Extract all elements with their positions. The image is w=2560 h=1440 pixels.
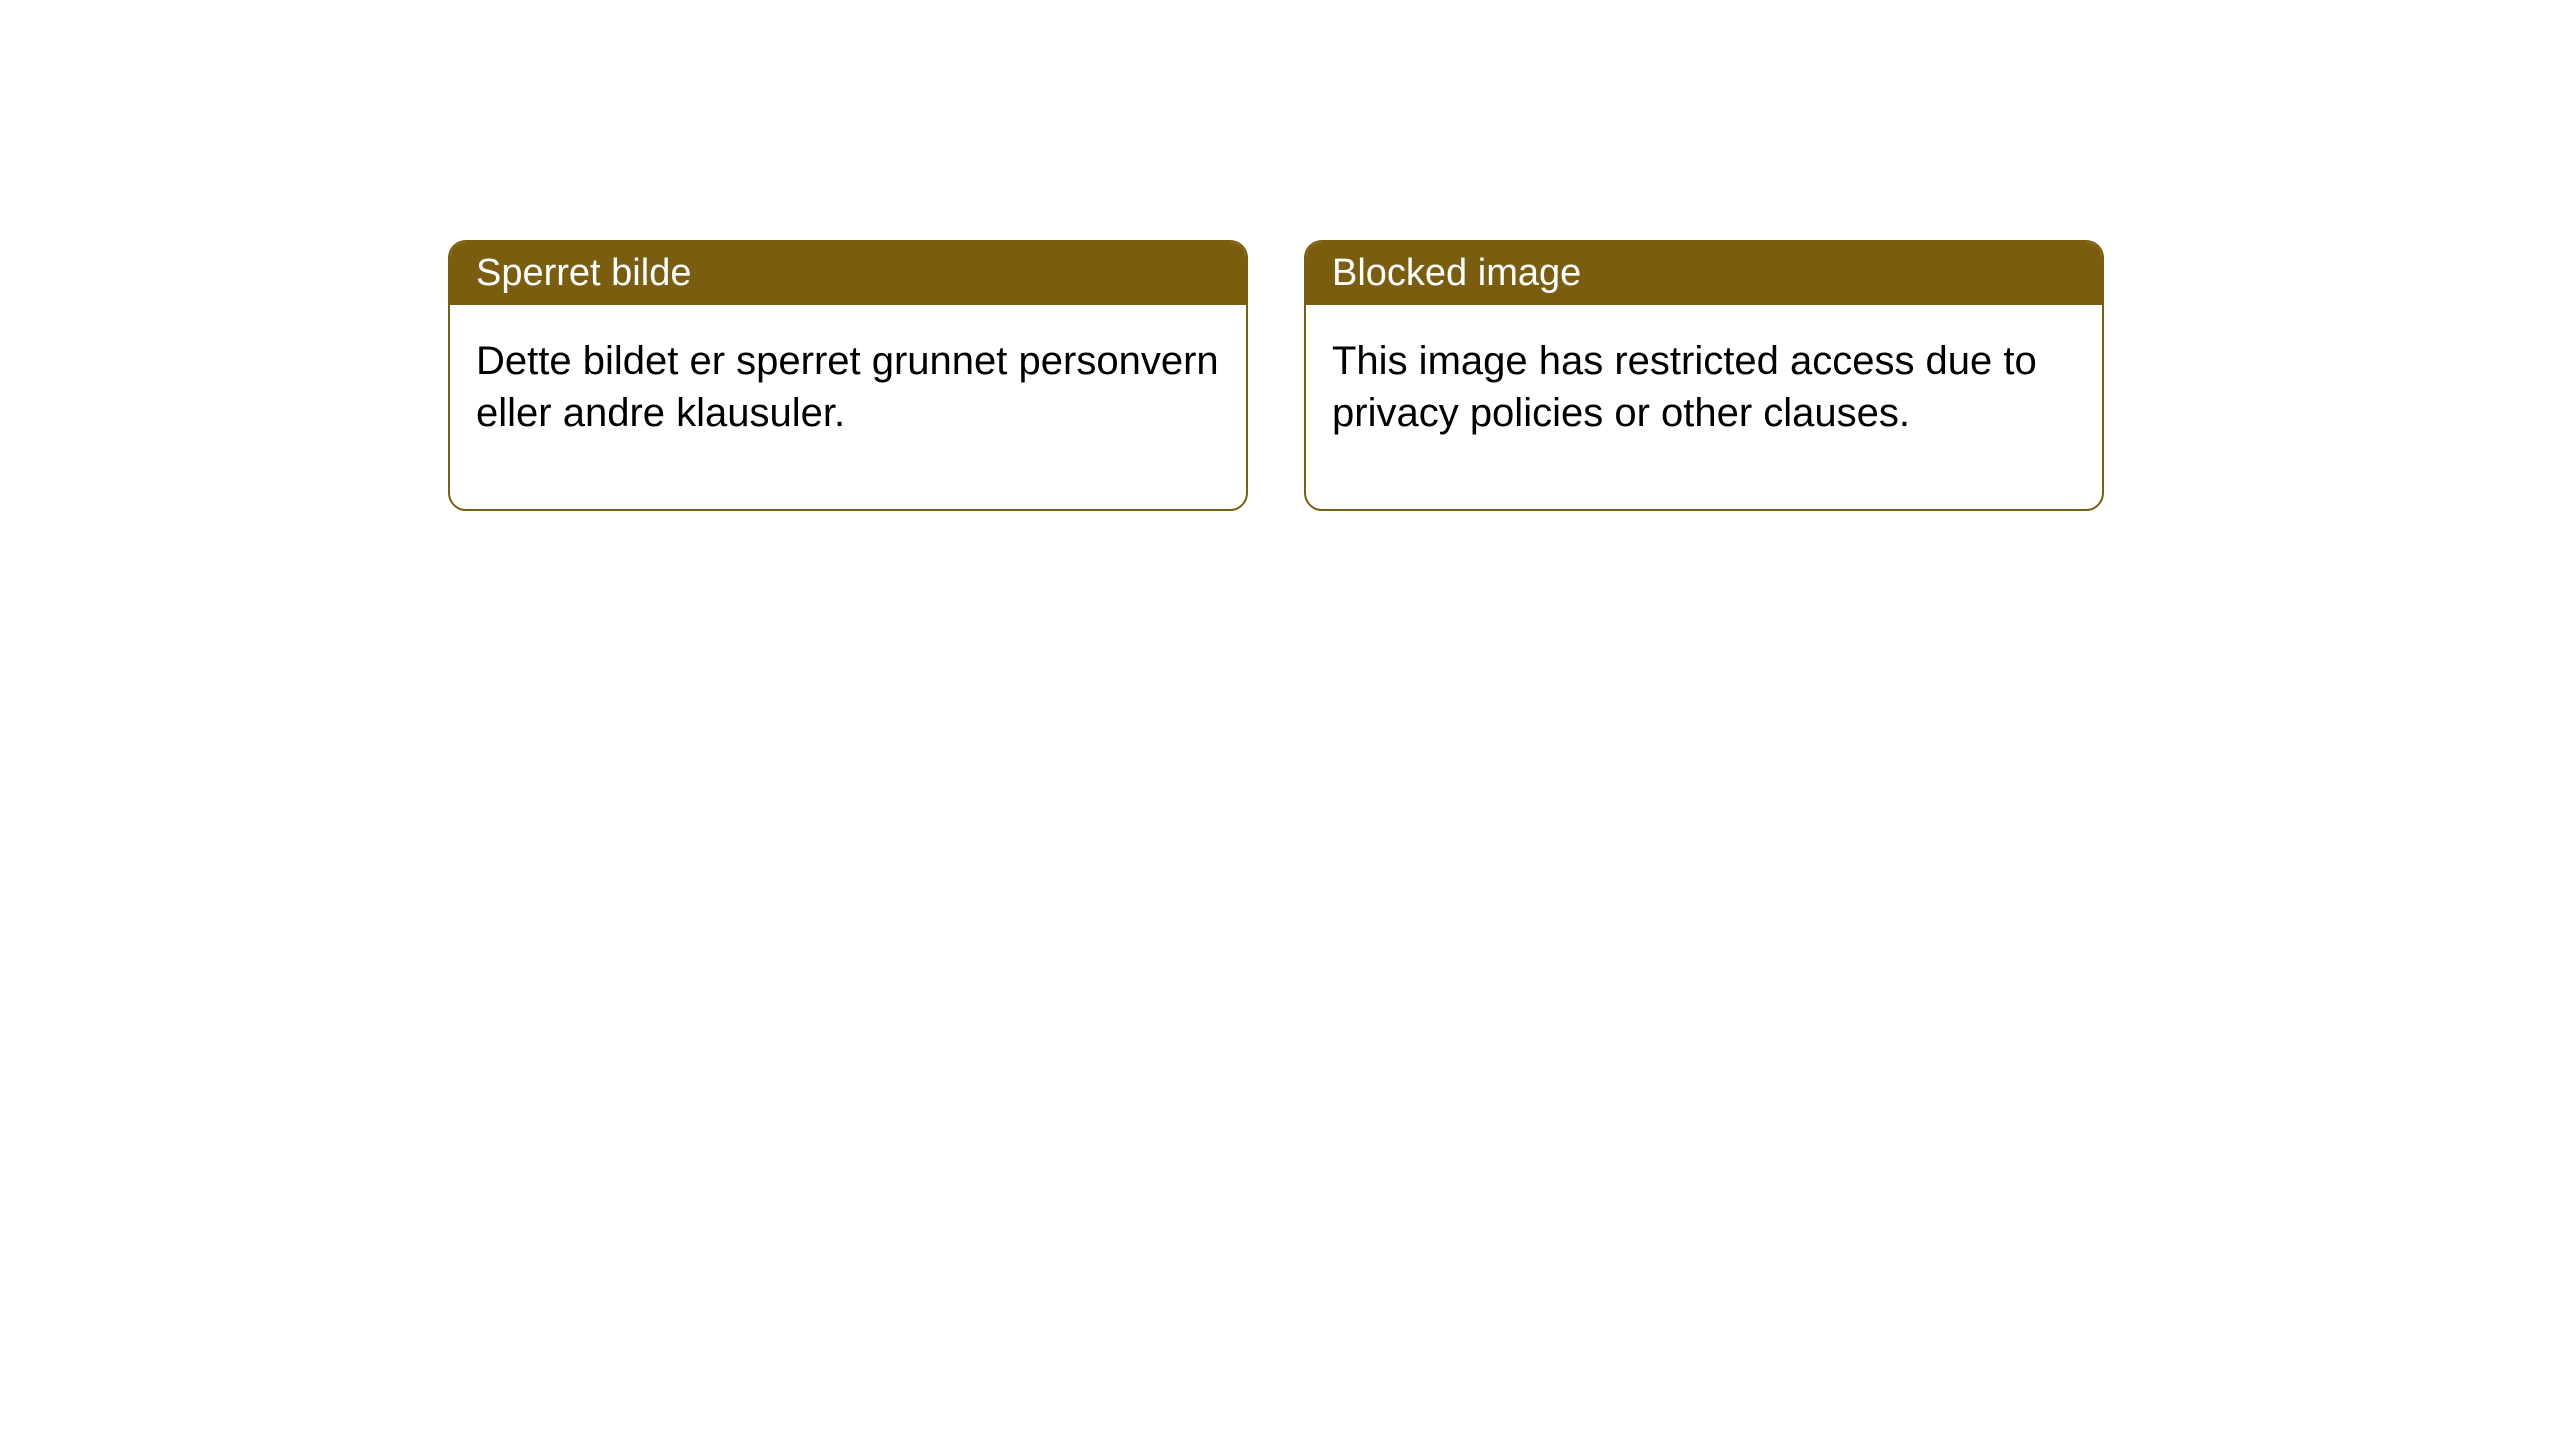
notice-body-english: This image has restricted access due to … [1306,305,2102,509]
notice-header-english: Blocked image [1306,242,2102,305]
notice-body-norwegian: Dette bildet er sperret grunnet personve… [450,305,1246,509]
notice-card-norwegian: Sperret bilde Dette bildet er sperret gr… [448,240,1248,511]
notice-card-english: Blocked image This image has restricted … [1304,240,2104,511]
notice-header-norwegian: Sperret bilde [450,242,1246,305]
notice-container: Sperret bilde Dette bildet er sperret gr… [448,240,2104,511]
